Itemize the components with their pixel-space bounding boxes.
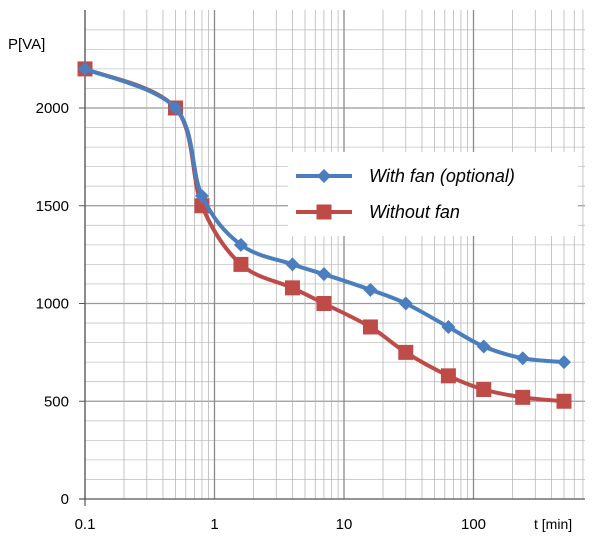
data-point-with-fan [194,188,209,203]
y-tick-label: 1000 [36,296,69,313]
data-point-with-fan [363,282,378,297]
data-point-without-fan [284,280,300,296]
data-point-with-fan [78,61,92,76]
x-tick-label: 100 [461,516,486,533]
data-point-without-fan [316,296,332,311]
y-tick-label: 500 [44,393,69,410]
data-point-without-fan [476,382,492,398]
legend-label-without-fan: Without fan [369,202,460,222]
data-point-with-fan [233,237,248,252]
data-point-without-fan [362,319,378,335]
x-axis-label: t [min] [534,516,572,532]
x-tick-label: 1 [210,516,218,533]
data-point-with-fan [285,257,300,272]
data-point-without-fan [398,344,414,360]
y-tick-label: 2000 [36,100,69,117]
data-point-with-fan [398,296,413,311]
y-tick-label: 1500 [36,198,69,215]
legend-label-with-fan: With fan (optional) [369,166,515,186]
data-point-without-fan [440,368,456,384]
x-tick-label: 10 [336,516,353,533]
data-point-with-fan [316,267,331,282]
data-point-with-fan [476,339,491,354]
data-point-without-fan [515,389,531,405]
legend-marker-without-fan [316,204,332,220]
x-tick-label: 0.1 [75,516,96,533]
data-point-with-fan [168,101,183,115]
data-point-with-fan [441,319,456,334]
data-point-with-fan [515,351,530,366]
y-axis-label: P[VA] [8,36,45,53]
y-tick-label: 0 [61,491,69,508]
legend-box [288,152,578,236]
data-point-without-fan [556,393,572,409]
data-point-without-fan [233,256,249,272]
legend-marker-with-fan [317,169,331,183]
data-point-with-fan [557,355,572,370]
